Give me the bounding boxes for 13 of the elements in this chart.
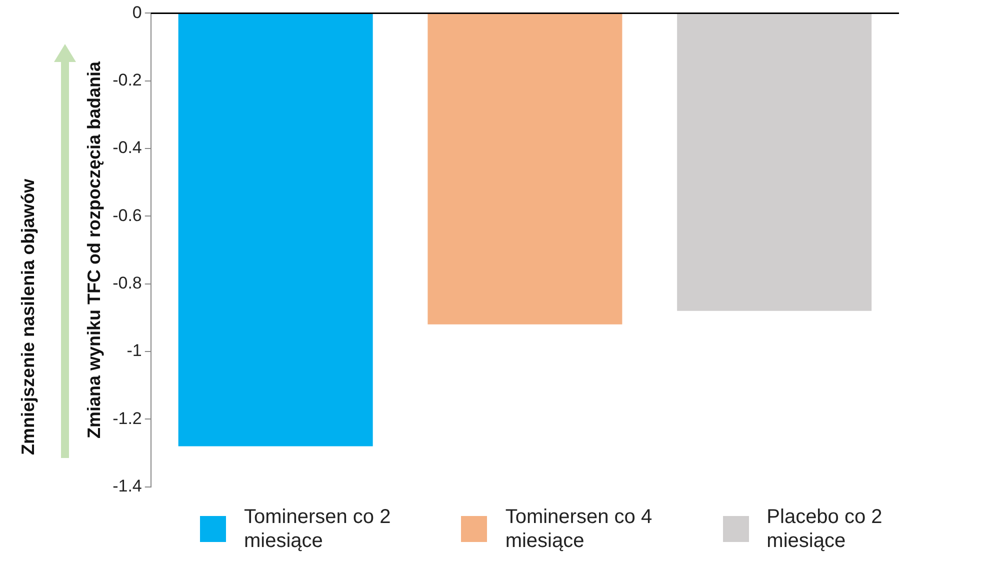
y-tick-label: -0.2	[112, 70, 142, 90]
legend-label: Placebo co 2 miesiące	[766, 505, 884, 553]
y-tick-label: -0.4	[112, 138, 142, 158]
y-tick-label: -1.2	[112, 408, 142, 428]
legend-label: Tominersen co 2 miesiące	[244, 505, 392, 553]
y-tick-label: -0.8	[112, 274, 142, 293]
y-tick-label: 0	[132, 2, 142, 22]
text: Zmniejszenie nasilenia objawów	[18, 178, 39, 455]
y-tick-label: -1.4	[112, 476, 142, 496]
y-axis-title: Zmiana wyniku TFC od rozpoczęcia badania	[84, 60, 104, 439]
y-tick-label: -0.6	[112, 206, 142, 225]
legend-label: Tominersen co 4 miesiące	[505, 505, 654, 553]
y-tick-label: -1	[126, 341, 142, 360]
